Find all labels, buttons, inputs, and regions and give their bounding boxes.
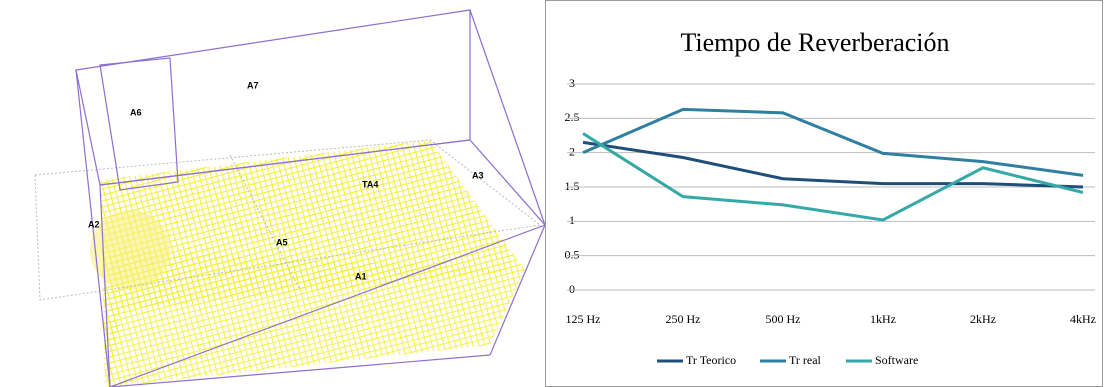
room-label: A6 (130, 107, 142, 117)
room-label: A3 (472, 170, 484, 180)
y-tick-label: 2.5 (565, 110, 580, 124)
page: A6 A7 A3 TA4 A2 A5 A1 Tiempo de Reverber… (0, 0, 1104, 387)
y-tick-label: 3 (569, 76, 575, 90)
legend-label: Tr Teorico (686, 353, 736, 367)
figure: A6 A7 A3 TA4 A2 A5 A1 Tiempo de Reverber… (0, 0, 1104, 387)
chart-title: Tiempo de Reverberación (680, 28, 949, 57)
x-tick-label: 2kHz (970, 312, 996, 326)
room-label: A7 (247, 80, 259, 90)
chart-frame (546, 1, 1103, 387)
x-tick-label: 4kHz (1070, 312, 1096, 326)
room-label: A5 (276, 237, 288, 247)
x-tick-label: 1kHz (870, 312, 896, 326)
room-label: A2 (88, 219, 100, 229)
y-tick-label: 2 (569, 144, 575, 158)
x-tick-label: 500 Hz (766, 312, 801, 326)
legend-label: Software (875, 353, 918, 367)
y-tick-label: 1 (569, 213, 575, 227)
room-render: A6 A7 A3 TA4 A2 A5 A1 (35, 10, 545, 387)
room-label: A1 (355, 271, 367, 281)
y-tick-label: 1.5 (565, 179, 580, 193)
legend-label: Tr real (789, 353, 822, 367)
y-tick-label: 0.5 (565, 247, 580, 261)
room-label: TA4 (362, 179, 378, 189)
x-tick-label: 250 Hz (666, 312, 701, 326)
y-tick-label: 0 (569, 282, 575, 296)
x-tick-label: 125 Hz (566, 312, 601, 326)
